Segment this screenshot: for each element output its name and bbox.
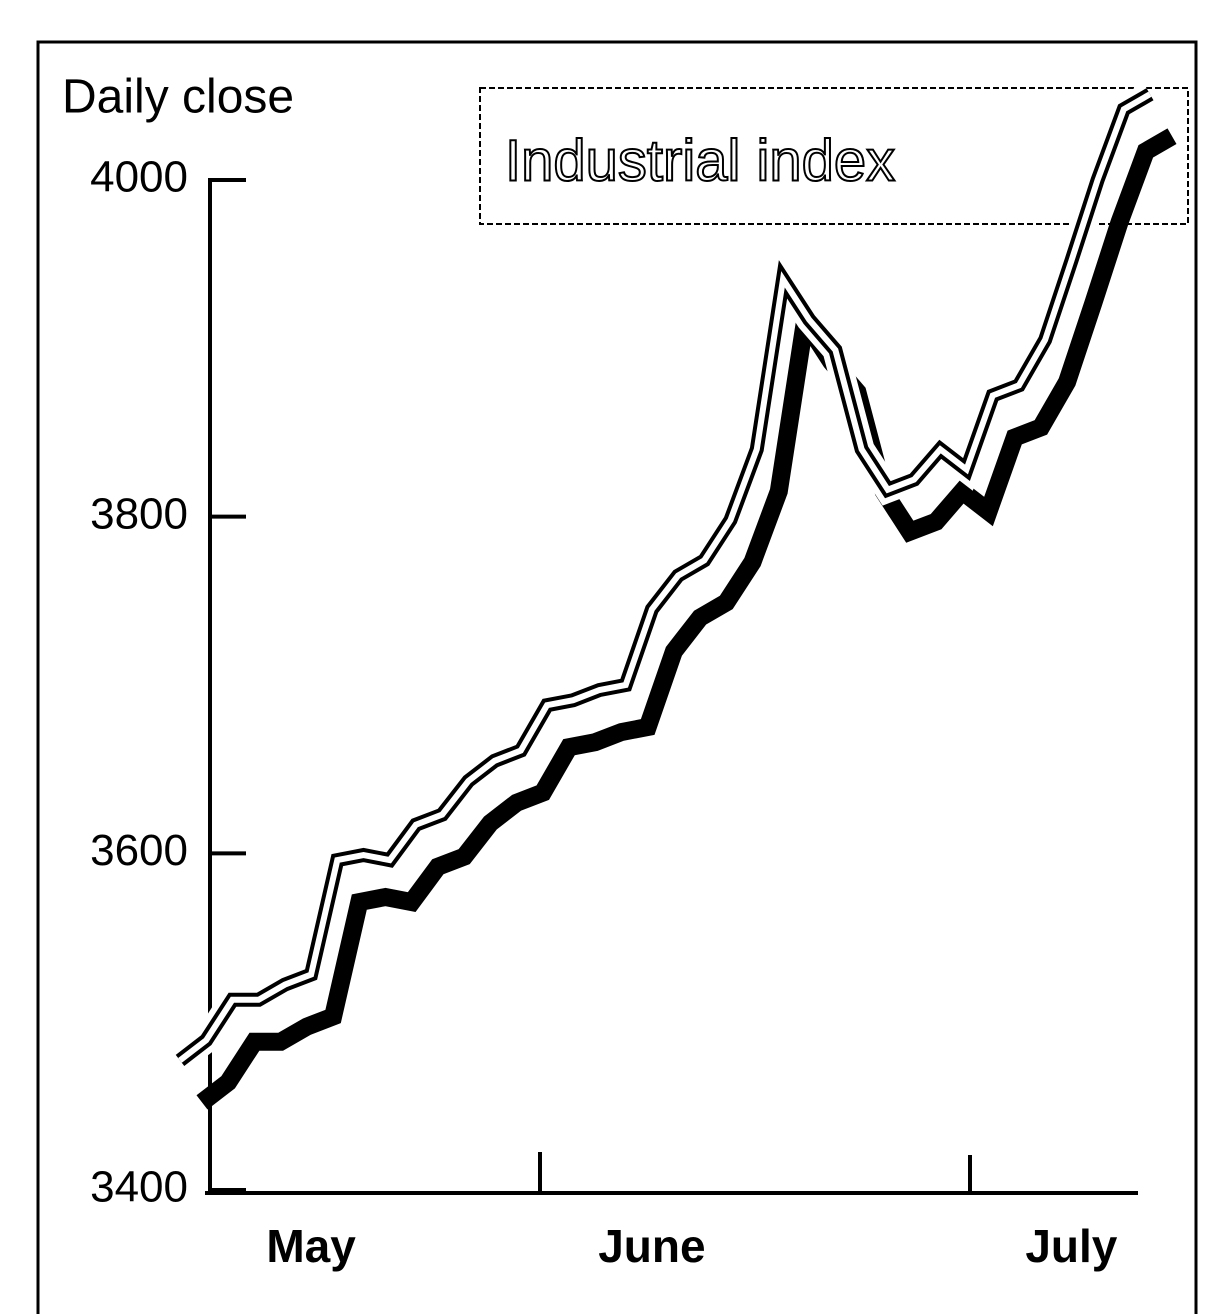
line xyxy=(178,91,1152,1063)
y-tick-label: 3800 xyxy=(90,489,188,538)
plot-area xyxy=(172,82,1177,1110)
frame xyxy=(36,40,1198,1314)
y-axis-label: Daily close xyxy=(62,71,294,124)
line-shadow xyxy=(196,128,1177,1110)
y-tick-label: 3600 xyxy=(90,826,188,875)
x-tick-label: May xyxy=(266,1220,356,1272)
title-box xyxy=(479,87,1189,225)
x-tick-label: July xyxy=(1025,1220,1117,1272)
y-tick-label: 3400 xyxy=(90,1163,188,1212)
y-tick-label: 4000 xyxy=(90,153,188,202)
chart-title: Industrial index xyxy=(505,128,895,193)
x-tick-label: June xyxy=(598,1220,705,1272)
